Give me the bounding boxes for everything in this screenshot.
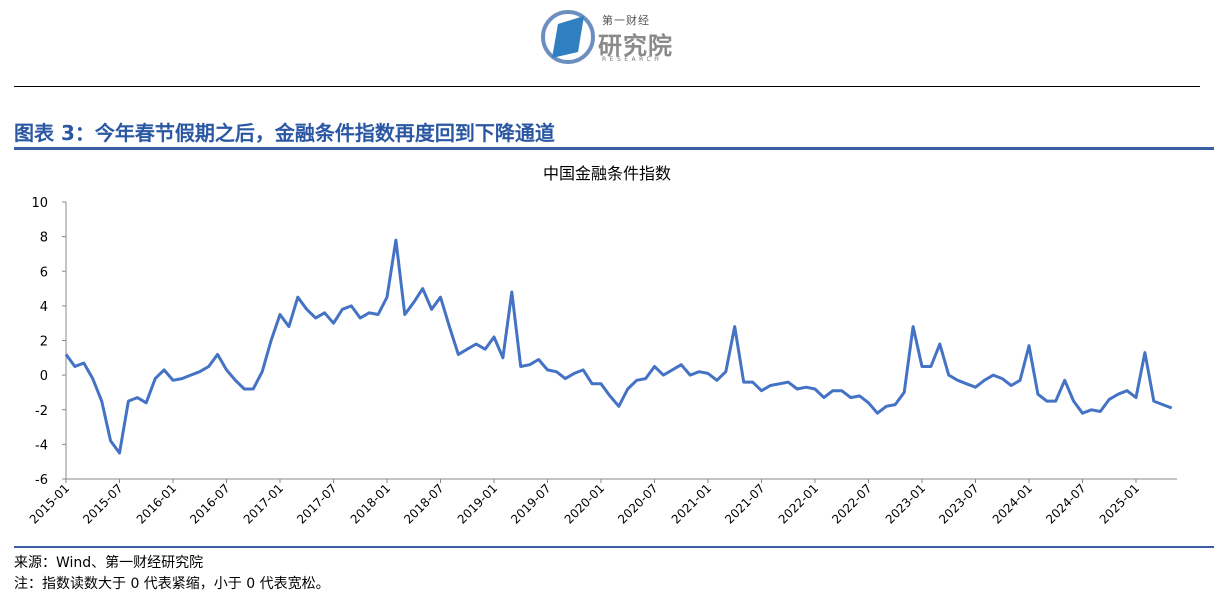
- x-tick-label: 2020-01: [562, 481, 607, 526]
- x-tick-label: 2020-07: [615, 481, 660, 526]
- x-tick-label: 2023-01: [883, 481, 928, 526]
- x-tick-label: 2019-07: [508, 481, 553, 526]
- x-tick-label: 2023-07: [936, 481, 981, 526]
- y-tick-label: 2: [40, 335, 48, 350]
- x-tick-label: 2024-01: [990, 481, 1035, 526]
- y-tick-label: -2: [35, 404, 48, 419]
- y-tick-label: 0: [40, 369, 48, 384]
- logo-emblem-icon: [541, 10, 595, 64]
- y-tick-label: -4: [35, 438, 48, 453]
- x-tick-label: 2016-01: [134, 481, 179, 526]
- note-text: 注：指数读数大于 0 代表紧缩，小于 0 代表宽松。: [14, 576, 330, 592]
- logo: 第一财经 研究院 RESEARCH: [540, 6, 690, 68]
- logo-small-text: 第一财经: [602, 14, 650, 27]
- title-divider: [14, 147, 1214, 150]
- x-tick-label: 2022-01: [776, 481, 821, 526]
- x-tick-label: 2018-07: [401, 481, 446, 526]
- logo-big-text: 研究院: [598, 32, 673, 60]
- x-tick-label: 2021-01: [669, 481, 714, 526]
- y-tick-label: 4: [40, 300, 48, 315]
- x-tick-label: 2016-07: [187, 481, 232, 526]
- series-line: [64, 238, 1173, 455]
- x-tick-label: 2022-07: [829, 481, 874, 526]
- x-tick-label: 2015-01: [27, 481, 72, 526]
- top-divider: [14, 86, 1200, 87]
- x-tick-label: 2017-07: [294, 481, 339, 526]
- figure-title: 图表 3：今年春节假期之后，金融条件指数再度回到下降通道: [14, 121, 555, 145]
- y-tick-label: 10: [31, 196, 48, 211]
- x-tick-label: 2018-01: [348, 481, 393, 526]
- x-tick-label: 2024-07: [1043, 481, 1088, 526]
- y-tick-label: 8: [40, 231, 48, 246]
- x-tick-label: 2017-01: [241, 481, 286, 526]
- y-tick-label: -6: [35, 473, 48, 488]
- x-tick-label: 2015-07: [80, 481, 125, 526]
- logo-en-text: RESEARCH: [602, 56, 663, 63]
- y-tick-label: 6: [40, 265, 48, 280]
- source-text: 来源：Wind、第一财经研究院: [14, 555, 204, 571]
- x-tick-label: 2021-07: [722, 481, 767, 526]
- chart-title: 中国金融条件指数: [543, 164, 671, 183]
- x-tick-label: 2019-01: [455, 481, 500, 526]
- x-tick-label: 2025-01: [1097, 481, 1142, 526]
- bottom-divider: [14, 546, 1214, 548]
